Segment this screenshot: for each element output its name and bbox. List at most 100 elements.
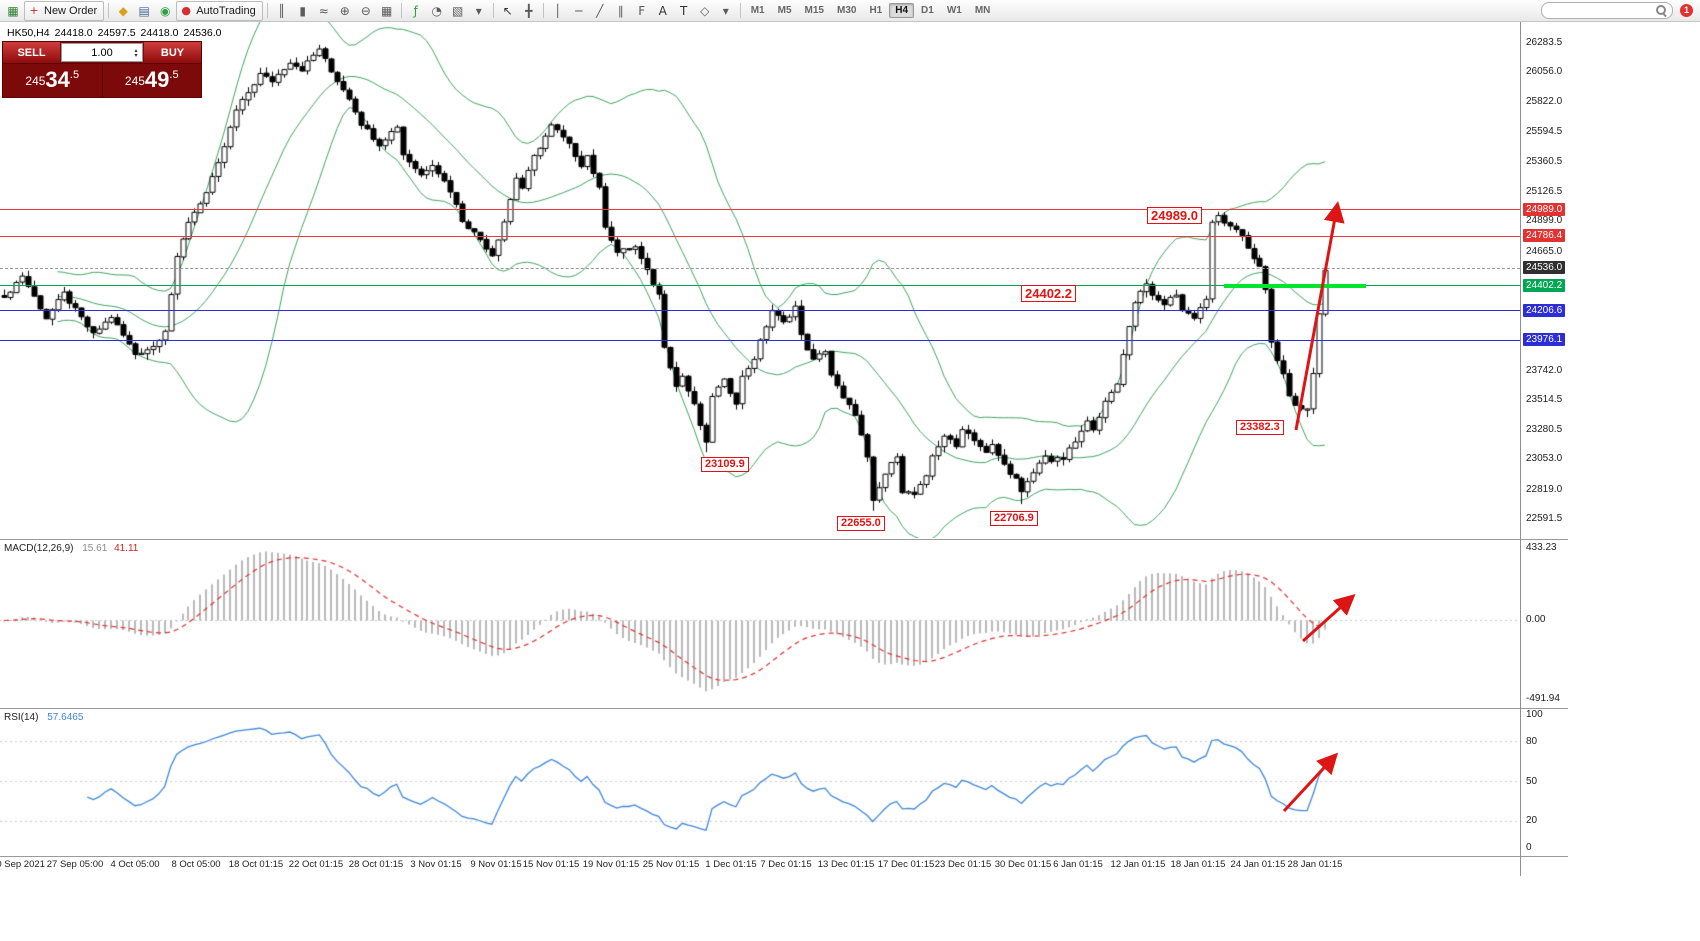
- indicators-icon[interactable]: ƒ: [413, 3, 418, 18]
- templates-icon[interactable]: ▧: [452, 3, 464, 18]
- axis-price-box: 24206.6: [1523, 303, 1566, 317]
- tile-windows-icon[interactable]: ▦: [381, 3, 393, 18]
- rsi-value: 57.6465: [47, 712, 84, 723]
- timeframe-m15-button[interactable]: M15: [804, 5, 824, 16]
- panel-separator[interactable]: [0, 708, 1568, 709]
- axis-price-box: 24989.0: [1523, 202, 1566, 216]
- one-click-trading-panel: SELL 1.00 ▴ ▾ BUY 245 34.5 245 49.5: [2, 41, 202, 98]
- toolbar-separator: [542, 3, 544, 18]
- time-axis-label: 17 Dec 01:15: [877, 859, 935, 870]
- time-axis-label: 1 Dec 01:15: [705, 859, 757, 870]
- volume-input[interactable]: 1.00 ▴ ▾: [61, 43, 143, 62]
- toolbar-separator: [266, 3, 268, 18]
- volume-up-button[interactable]: ▴: [134, 46, 138, 54]
- timeframe-mn-button[interactable]: MN: [974, 5, 991, 16]
- axis-scale-label: 26056.0: [1526, 66, 1563, 78]
- ohlc-close: 24536.0: [183, 27, 222, 39]
- axis-scale-label: -491.94: [1526, 693, 1560, 704]
- new-order-button[interactable]: + New Order: [24, 0, 105, 21]
- sell-price[interactable]: 245 34.5: [25, 67, 80, 92]
- time-axis-label: 12 Jan 01:15: [1110, 859, 1166, 870]
- horizontal-line-icon[interactable]: ─: [575, 3, 583, 18]
- axis-scale-label: 23280.5: [1526, 424, 1563, 436]
- buy-price[interactable]: 245 49.5: [124, 67, 179, 92]
- panel-separator[interactable]: [0, 539, 1568, 540]
- search-input[interactable]: [1541, 2, 1673, 19]
- dropdown-2-icon[interactable]: ▾: [722, 3, 729, 18]
- arrows-tool-icon[interactable]: T: [680, 3, 688, 18]
- time-axis-label: 28 Oct 01:15: [348, 859, 404, 870]
- price-chart-canvas[interactable]: [0, 22, 1520, 538]
- ohlc-low: 24418.0: [140, 27, 179, 39]
- timeframe-m1-button[interactable]: M1: [750, 5, 765, 16]
- time-axis-label: 18 Jan 01:15: [1170, 859, 1226, 870]
- time-axis-label: 22 Oct 01:15: [288, 859, 344, 870]
- timeframe-d1-button[interactable]: D1: [921, 5, 934, 16]
- axis-scale-label: 23742.0: [1526, 364, 1563, 376]
- dropdown-1-icon[interactable]: ▾: [475, 3, 482, 18]
- macd-main-value: 15.61: [82, 543, 108, 554]
- auto-update-icon[interactable]: ◉: [159, 3, 171, 18]
- time-axis-label: 23 Dec 01:15: [934, 859, 992, 870]
- macd-canvas[interactable]: [0, 540, 1520, 707]
- search-icon[interactable]: [1656, 5, 1667, 16]
- trendline-icon[interactable]: ╱: [596, 3, 604, 18]
- new-order-label: New Order: [44, 4, 98, 17]
- time-axis-label: 6 Jan 01:15: [1053, 859, 1103, 870]
- axis-scale-label: 24665.0: [1526, 245, 1563, 257]
- axis-price-box: 24536.0: [1523, 261, 1566, 275]
- panel-separator: [0, 856, 1568, 857]
- candlestick-chart-icon[interactable]: ▮: [299, 3, 307, 18]
- time-axis-label: 4 Oct 05:00: [110, 859, 160, 870]
- axis-scale-label: 80: [1526, 735, 1538, 747]
- vertical-line-icon[interactable]: │: [554, 3, 562, 18]
- sell-button[interactable]: SELL: [3, 42, 60, 63]
- crosshair-icon[interactable]: ╋: [525, 3, 533, 18]
- bar-chart-icon[interactable]: ║: [278, 3, 286, 18]
- axis-scale-label: 22819.0: [1526, 483, 1563, 495]
- text-tool-icon[interactable]: A: [658, 3, 667, 18]
- volume-down-button[interactable]: ▾: [134, 51, 138, 59]
- cursor-icon[interactable]: ↖: [502, 3, 513, 18]
- axis-scale-label: 20: [1526, 815, 1538, 827]
- toolbar-separator: [492, 3, 494, 18]
- timeframe-h4-button[interactable]: H4: [889, 3, 915, 18]
- autotrading-icon: ●: [181, 3, 191, 17]
- period-icon[interactable]: ◔: [431, 3, 442, 18]
- profiles-icon[interactable]: ◆: [118, 3, 128, 18]
- timeframe-w1-button[interactable]: W1: [946, 5, 962, 16]
- toolbar-separator: [108, 3, 110, 18]
- time-axis-label: 28 Jan 01:15: [1287, 859, 1343, 870]
- timeframe-m30-button[interactable]: M30: [836, 5, 857, 16]
- shapes-icon[interactable]: ◇: [700, 3, 710, 18]
- rsi-indicator-label: RSI(14) 57.6465: [4, 712, 84, 723]
- buy-button[interactable]: BUY: [144, 42, 201, 63]
- price-divider: [101, 64, 103, 97]
- line-chart-icon[interactable]: ≈: [318, 3, 329, 18]
- price-axis: 26283.5 26056.0 25822.0 25594.5 25360.5 25126…: [1520, 0, 1700, 941]
- notification-badge[interactable]: 1: [1680, 4, 1693, 17]
- equidistant-channel-icon[interactable]: ∥: [617, 3, 624, 18]
- axis-scale-label: 0.00: [1526, 614, 1546, 626]
- zoom-in-icon[interactable]: ⊕: [339, 3, 350, 18]
- autotrading-button[interactable]: ● AutoTrading: [176, 0, 263, 21]
- time-axis-label: 3 Nov 01:15: [410, 859, 462, 870]
- time-axis-label: 19 Nov 01:15: [582, 859, 640, 870]
- axis-scale-label: 25360.5: [1526, 155, 1563, 167]
- rsi-canvas[interactable]: [0, 709, 1520, 856]
- fibonacci-icon[interactable]: F: [638, 3, 646, 18]
- timeframe-h1-button[interactable]: H1: [869, 5, 883, 16]
- zoom-out-icon[interactable]: ⊖: [360, 3, 371, 18]
- time-axis-label: 30 Dec 01:15: [994, 859, 1052, 870]
- toolbar: ▦ + New Order ◆ ▤ ◉ ● AutoTrading ║ ▮ ≈ ⊕ ⊖ ▦ ƒ ◔ ▧ ▾ ↖ ╋ │ ─…: [0, 0, 1700, 22]
- timeframe-m5-button[interactable]: M5: [777, 5, 792, 16]
- axis-scale-label: 23053.0: [1526, 453, 1563, 465]
- market-watch-icon[interactable]: ▤: [138, 3, 150, 18]
- toolbar-separator: [739, 3, 741, 18]
- axis-scale-label: 0: [1526, 842, 1532, 853]
- axis-price-box: 23976.1: [1523, 333, 1566, 347]
- chart-window-icon[interactable]: ▦: [7, 3, 19, 18]
- time-axis-label: 18 Oct 01:15: [228, 859, 284, 870]
- time-axis-label: 20 Sep 2021: [0, 859, 45, 870]
